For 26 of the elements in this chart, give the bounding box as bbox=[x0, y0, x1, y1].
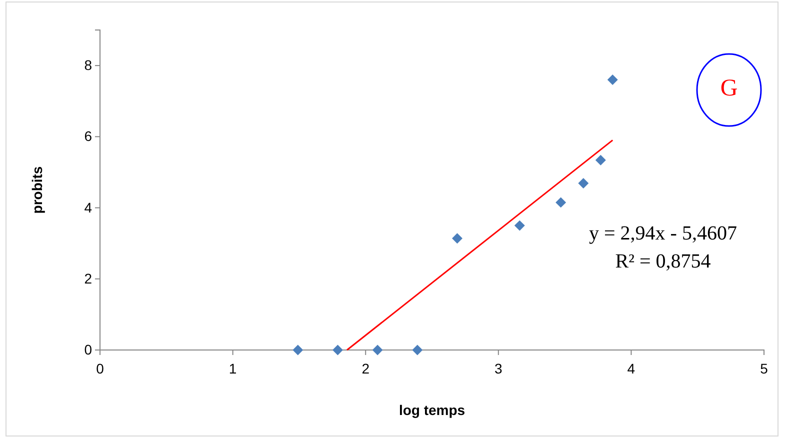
point bbox=[292, 344, 304, 356]
x-tick-label: 1 bbox=[228, 360, 237, 376]
y-tick-label: 0 bbox=[84, 341, 92, 358]
x-axis-title: log temps bbox=[398, 402, 466, 418]
point bbox=[514, 220, 525, 231]
annotation: G bbox=[720, 76, 738, 102]
point bbox=[372, 344, 383, 356]
y-tick-label: 4 bbox=[84, 199, 92, 216]
point bbox=[332, 344, 343, 356]
point bbox=[556, 197, 566, 208]
y-tick-label: 2 bbox=[84, 270, 92, 286]
x-tick-label: 4 bbox=[627, 360, 636, 376]
y-axis-title: probits bbox=[29, 166, 45, 214]
x-tick-label: 2 bbox=[362, 360, 370, 376]
y-tick-label: 8 bbox=[84, 57, 92, 74]
x-tick-label: 5 bbox=[760, 360, 768, 376]
point bbox=[412, 344, 423, 356]
point bbox=[452, 233, 462, 244]
x-tick-label: 3 bbox=[494, 360, 502, 376]
x-tick-label: 0 bbox=[96, 360, 104, 376]
point bbox=[578, 178, 589, 188]
annotation: R² = 0,8754 bbox=[615, 250, 711, 273]
y-tick-label: 6 bbox=[84, 128, 92, 144]
point bbox=[595, 154, 606, 166]
point bbox=[607, 74, 618, 86]
annotation: y = 2,94x - 5,4607 bbox=[589, 222, 737, 245]
